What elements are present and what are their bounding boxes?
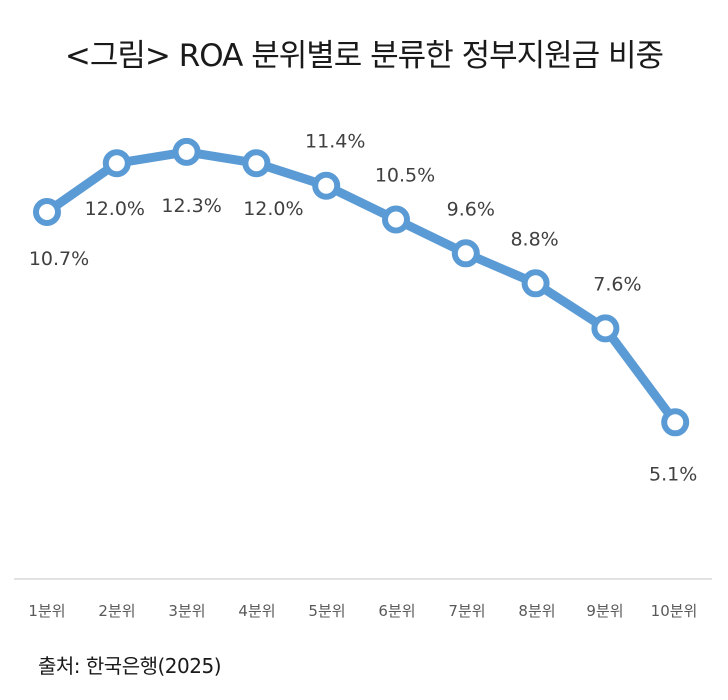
x-tick-label: 9분위 xyxy=(586,602,623,620)
x-tick-label: 10분위 xyxy=(651,602,698,620)
data-point-marker xyxy=(102,149,131,178)
data-point-marker xyxy=(382,205,410,234)
data-label: 12.0% xyxy=(243,198,303,220)
x-tick-label: 7분위 xyxy=(448,602,485,620)
x-tick-label: 3분위 xyxy=(168,602,205,620)
data-labels-layer: 10.7% 12.0% 12.3% 12.0% 11.4% 10.5% 9.6% 8.8% 7.… xyxy=(29,131,698,486)
data-label: 10.5% xyxy=(375,165,435,187)
data-label: 10.7% xyxy=(29,248,89,270)
data-point-marker xyxy=(242,149,271,178)
data-point-marker xyxy=(312,171,341,200)
series-layer xyxy=(33,137,690,437)
x-tick-label: 6분위 xyxy=(378,602,415,620)
data-label: 11.4% xyxy=(305,131,365,153)
data-point-marker xyxy=(33,198,61,226)
data-label: 7.6% xyxy=(593,273,641,295)
data-label: 9.6% xyxy=(447,198,495,220)
x-tick-label: 8분위 xyxy=(518,602,555,620)
data-label: 8.8% xyxy=(510,228,558,250)
x-tick-labels-layer: 1분위 2분위 3분위 4분위 5분위 6분위 7분위 8분위 9분위 10분위 xyxy=(28,602,697,620)
data-point-marker xyxy=(661,408,690,437)
data-point-marker xyxy=(521,269,550,298)
source-note: 출처: 한국은행(2025) xyxy=(38,654,222,678)
chart-title: <그림> ROA 분위별로 분류한 정부지원금 비중 xyxy=(64,38,664,74)
data-point-marker xyxy=(172,137,201,166)
x-tick-label: 5분위 xyxy=(308,602,345,620)
series-line xyxy=(42,147,680,427)
data-label: 12.0% xyxy=(85,198,145,220)
data-point-marker xyxy=(591,314,620,343)
data-label: 5.1% xyxy=(649,463,697,485)
x-tick-label: 4분위 xyxy=(238,602,275,620)
x-tick-label: 2분위 xyxy=(98,602,135,620)
data-point-marker xyxy=(451,239,480,268)
x-tick-label: 1분위 xyxy=(28,602,65,620)
data-label: 12.3% xyxy=(161,195,221,217)
